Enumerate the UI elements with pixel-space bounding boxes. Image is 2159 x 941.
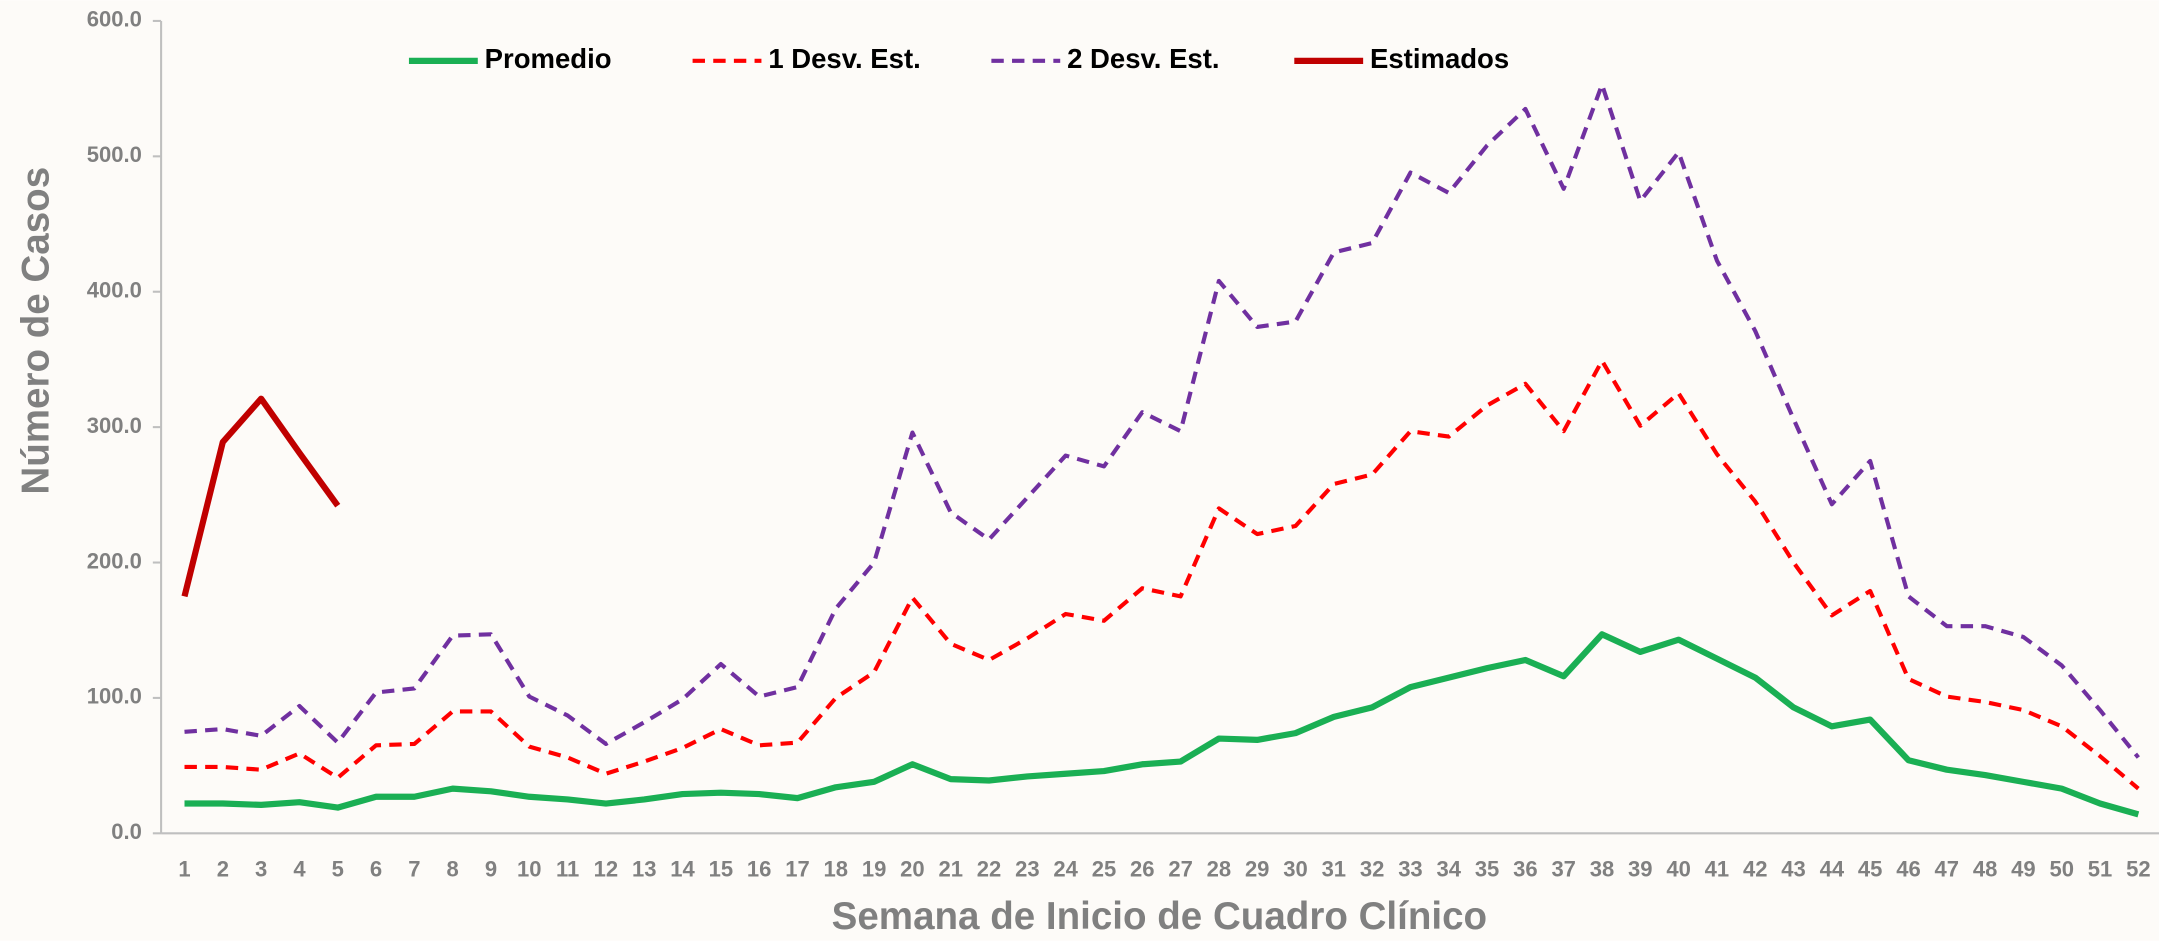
x-tick-label: 52 xyxy=(2126,856,2151,881)
x-tick-label: 7 xyxy=(408,856,420,881)
x-tick-label: 23 xyxy=(1015,856,1040,881)
x-tick-label: 29 xyxy=(1245,856,1270,881)
y-tick-label: 600.0 xyxy=(87,7,142,32)
x-tick-label: 35 xyxy=(1475,856,1500,881)
x-tick-label: 14 xyxy=(670,856,695,881)
x-tick-label: 21 xyxy=(938,856,963,881)
x-tick-label: 44 xyxy=(1820,856,1845,881)
x-tick-label: 36 xyxy=(1513,856,1538,881)
x-tick-label: 9 xyxy=(485,856,497,881)
x-tick-label: 17 xyxy=(785,856,809,881)
x-tick-label: 32 xyxy=(1360,856,1385,881)
series-line xyxy=(184,82,2140,759)
x-tick-label: 43 xyxy=(1781,856,1806,881)
y-tick-label: 0.0 xyxy=(111,819,142,844)
x-tick-label: 3 xyxy=(255,856,267,881)
x-tick-label: 51 xyxy=(2088,856,2113,881)
x-tick-label: 15 xyxy=(709,856,734,881)
legend-label: Promedio xyxy=(485,43,612,74)
x-tick-label: 38 xyxy=(1590,856,1615,881)
x-tick-label: 45 xyxy=(1858,856,1883,881)
x-tick-label: 40 xyxy=(1666,856,1691,881)
x-tick-label: 48 xyxy=(1973,856,1998,881)
x-tick-label: 49 xyxy=(2011,856,2036,881)
x-tick-label: 22 xyxy=(977,856,1002,881)
x-tick-label: 4 xyxy=(293,856,306,881)
x-tick-label: 39 xyxy=(1628,856,1653,881)
x-tick-label: 2 xyxy=(217,856,229,881)
x-tick-label: 41 xyxy=(1705,856,1730,881)
x-tick-label: 37 xyxy=(1551,856,1576,881)
x-tick-label: 5 xyxy=(332,856,344,881)
x-tick-label: 42 xyxy=(1743,856,1768,881)
x-tick-label: 19 xyxy=(862,856,887,881)
x-tick-label: 6 xyxy=(370,856,382,881)
legend-label: 1 Desv. Est. xyxy=(768,43,920,74)
x-tick-label: 28 xyxy=(1207,856,1232,881)
x-tick-label: 30 xyxy=(1283,856,1308,881)
x-tick-label: 34 xyxy=(1437,856,1462,881)
x-axis-label: Semana de Inicio de Cuadro Clínico xyxy=(832,895,1487,938)
series-line xyxy=(184,358,2140,791)
series-line xyxy=(184,631,2140,818)
y-axis-label: Número de Casos xyxy=(15,167,58,495)
series-line xyxy=(181,395,341,598)
y-tick-label: 400.0 xyxy=(87,278,142,303)
x-tick-label: 10 xyxy=(517,856,542,881)
legend-label: Estimados xyxy=(1370,43,1509,74)
x-tick-label: 11 xyxy=(556,856,579,881)
x-tick-label: 50 xyxy=(2049,856,2074,881)
x-tick-label: 16 xyxy=(747,856,772,881)
x-tick-label: 1 xyxy=(178,856,190,881)
y-tick-label: 200.0 xyxy=(87,548,142,573)
y-tick-label: 100.0 xyxy=(87,684,142,709)
x-tick-label: 24 xyxy=(1053,856,1078,881)
x-tick-label: 26 xyxy=(1130,856,1155,881)
x-tick-label: 31 xyxy=(1322,856,1346,881)
legend-label: 2 Desv. Est. xyxy=(1067,43,1219,74)
x-tick-label: 8 xyxy=(447,856,459,881)
x-tick-label: 27 xyxy=(1168,856,1193,881)
x-tick-label: 25 xyxy=(1092,856,1117,881)
x-tick-label: 12 xyxy=(594,856,619,881)
x-tick-label: 20 xyxy=(900,856,925,881)
y-tick-label: 500.0 xyxy=(87,142,142,167)
y-tick-label: 300.0 xyxy=(87,413,142,438)
x-tick-label: 46 xyxy=(1896,856,1921,881)
x-tick-label: 18 xyxy=(824,856,849,881)
x-tick-label: 33 xyxy=(1398,856,1422,881)
x-tick-label: 13 xyxy=(632,856,657,881)
x-tick-label: 47 xyxy=(1935,856,1960,881)
